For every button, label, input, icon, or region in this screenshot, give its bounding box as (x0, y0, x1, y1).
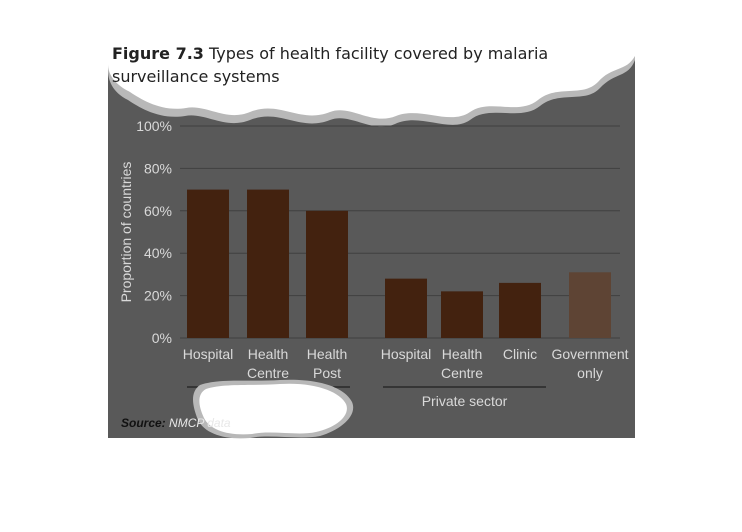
y-tick-label: 80% (144, 160, 172, 176)
x-tick-label: only (577, 365, 603, 381)
y-tick-label: 100% (136, 118, 172, 134)
x-tick-label: Centre (441, 365, 483, 381)
source-note: Source: NMCP data (121, 416, 231, 430)
x-tick-label: Hospital (183, 346, 234, 362)
x-tick-label: Centre (247, 365, 289, 381)
y-tick-label: 60% (144, 203, 172, 219)
x-tick-label: Health (248, 346, 288, 362)
bar (441, 291, 483, 338)
bar (499, 282, 541, 338)
y-axis-label: Proportion of countries (118, 162, 134, 303)
x-tick-label: Government (551, 346, 628, 362)
label-cloud-inner (199, 383, 347, 435)
x-tick-label: Post (313, 365, 341, 381)
x-tick-label: Hospital (381, 346, 432, 362)
y-tick-label: 20% (144, 288, 172, 304)
bar (306, 210, 348, 338)
y-tick-label: 0% (152, 330, 172, 346)
bar (187, 189, 229, 338)
bar (385, 278, 427, 338)
bar (247, 189, 289, 338)
title-cloud-inner (108, 36, 635, 119)
figure-title-text: Types of health facility covered by mala… (112, 44, 549, 86)
figure-title: Figure 7.3 Types of health facility cove… (112, 42, 627, 88)
y-tick-label: 40% (144, 245, 172, 261)
bar (569, 272, 611, 338)
x-tick-label: Health (307, 346, 347, 362)
figure-number: Figure 7.3 (112, 44, 204, 63)
x-tick-label: Clinic (503, 346, 537, 362)
group-label: Private sector (422, 393, 508, 409)
x-tick-label: Health (442, 346, 482, 362)
source-text: NMCP data (169, 416, 231, 430)
source-label: Source: (121, 416, 166, 430)
